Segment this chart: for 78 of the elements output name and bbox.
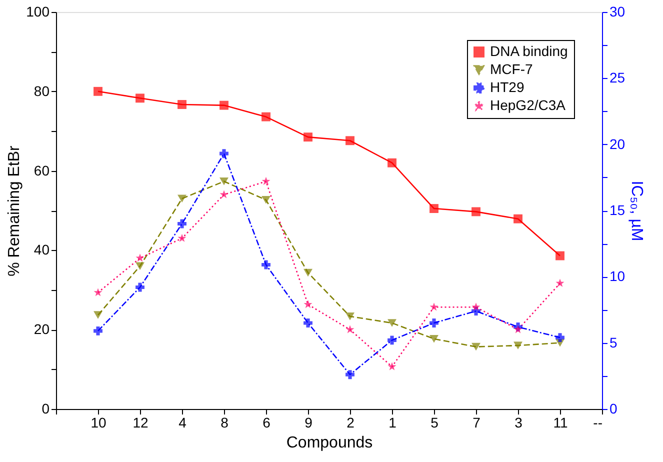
point xyxy=(388,362,396,370)
point xyxy=(262,112,270,122)
point xyxy=(346,136,354,146)
x-tick-label: 11 xyxy=(553,414,568,430)
point xyxy=(388,336,396,345)
point xyxy=(472,302,480,311)
legend-label: DNA binding xyxy=(490,43,568,59)
point xyxy=(220,178,228,186)
y-tick-label: 100 xyxy=(26,4,50,20)
point xyxy=(514,342,522,350)
point xyxy=(388,319,396,327)
y2-tick-label: 5 xyxy=(610,334,618,350)
point xyxy=(178,100,186,109)
x-tick-label: 1 xyxy=(388,414,397,430)
point xyxy=(94,311,102,319)
x-tick-label: 6 xyxy=(262,414,271,430)
point xyxy=(220,190,228,198)
x-tick-label: 10 xyxy=(90,414,106,430)
point xyxy=(262,176,270,186)
y2-tick-label: 20 xyxy=(610,136,626,152)
point xyxy=(136,94,144,103)
y-axis-title: % Remaining EtBr xyxy=(6,144,24,276)
point xyxy=(346,370,354,380)
y-tick-label: 0 xyxy=(42,400,50,416)
point xyxy=(304,318,312,328)
point xyxy=(514,325,522,334)
y2-tick-label: 30 xyxy=(610,4,626,20)
point xyxy=(304,268,312,277)
point xyxy=(346,325,354,334)
point xyxy=(94,288,102,296)
point xyxy=(430,204,438,213)
point xyxy=(514,214,522,224)
x-tick-label: 4 xyxy=(178,414,187,430)
y-tick-label: 80 xyxy=(34,82,50,99)
x-tick-label: 9 xyxy=(304,414,313,430)
legend-label: MCF-7 xyxy=(490,61,533,77)
y-tick-label: 20 xyxy=(34,321,50,338)
legend-label: HT29 xyxy=(490,79,524,95)
point xyxy=(136,262,144,270)
point xyxy=(430,318,438,328)
y2-tick-label: 15 xyxy=(610,202,626,218)
point xyxy=(94,326,102,336)
y2-axis-title: IC₅₀, µM xyxy=(628,180,646,242)
point xyxy=(304,300,312,308)
point xyxy=(178,219,186,228)
y2-tick-label: 10 xyxy=(610,268,626,284)
point xyxy=(178,194,186,202)
y-tick-label: 40 xyxy=(34,242,50,258)
y-tick-label: 60 xyxy=(34,162,50,178)
x-tick-label: 2 xyxy=(346,414,355,430)
point xyxy=(262,260,270,270)
point xyxy=(136,282,144,292)
point xyxy=(430,302,438,311)
point xyxy=(136,254,144,262)
x-axis-title: Compounds xyxy=(286,434,373,452)
point xyxy=(556,251,564,260)
point xyxy=(346,312,354,320)
x-tick-label: -- xyxy=(593,414,603,430)
point xyxy=(178,234,186,242)
x-tick-label: 5 xyxy=(430,414,439,430)
point xyxy=(220,100,228,110)
point xyxy=(304,132,312,142)
point xyxy=(556,278,564,287)
point xyxy=(472,207,480,216)
y2-tick-label: 25 xyxy=(610,70,626,86)
point xyxy=(472,342,480,351)
x-tick-label: 12 xyxy=(132,414,148,430)
point xyxy=(430,334,438,343)
point xyxy=(388,158,396,168)
x-tick-label: 7 xyxy=(472,414,481,430)
y2-tick-label: 0 xyxy=(610,400,618,416)
point xyxy=(262,196,270,204)
legend-label: HepG2/C3A xyxy=(490,97,566,113)
point xyxy=(556,333,564,342)
x-tick-label: 3 xyxy=(514,414,523,430)
point xyxy=(220,149,228,158)
x-tick-label: 8 xyxy=(220,414,229,430)
point xyxy=(94,86,102,96)
